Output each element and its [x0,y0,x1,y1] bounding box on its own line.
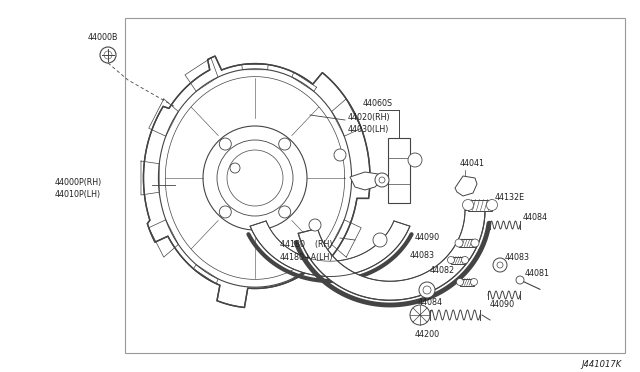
Circle shape [461,257,468,263]
Bar [451,257,465,263]
Text: 44180    (RH): 44180 (RH) [280,240,333,249]
Text: 44090: 44090 [415,232,440,241]
Bar [388,138,410,203]
Bar [460,279,474,285]
Circle shape [471,239,479,247]
Text: 44132E: 44132E [495,192,525,202]
Circle shape [410,305,430,325]
Circle shape [493,258,507,272]
Circle shape [408,153,422,167]
Circle shape [230,163,240,173]
Text: 44030(LH): 44030(LH) [348,125,389,134]
Circle shape [455,239,463,247]
Circle shape [227,150,283,206]
Bar [459,239,475,247]
Text: 44041: 44041 [460,159,485,168]
Polygon shape [143,56,370,307]
Polygon shape [455,176,477,196]
Text: 44010P(LH): 44010P(LH) [55,190,101,199]
Text: 44083: 44083 [410,250,435,260]
Text: 44020(RH): 44020(RH) [348,113,390,122]
Circle shape [278,206,291,218]
Circle shape [217,140,293,216]
Circle shape [220,138,231,150]
Text: 44200: 44200 [415,330,440,339]
Circle shape [309,219,321,231]
Text: 44082: 44082 [430,266,455,275]
Text: 44060S: 44060S [363,99,393,108]
Circle shape [516,276,524,284]
Bar [125,18,625,353]
Circle shape [456,279,463,285]
Circle shape [447,257,454,263]
Circle shape [375,173,389,187]
Text: 44083: 44083 [505,253,530,262]
Polygon shape [298,210,485,300]
Circle shape [220,206,231,218]
Text: 44090: 44090 [490,300,515,309]
Polygon shape [250,221,410,276]
Circle shape [470,279,477,285]
Circle shape [203,126,307,230]
Circle shape [334,149,346,161]
Bar [468,199,492,211]
Circle shape [486,199,497,211]
Polygon shape [350,172,382,190]
Circle shape [463,199,474,211]
Text: 44084: 44084 [418,298,443,307]
Text: 44180+A(LH): 44180+A(LH) [280,253,333,262]
Circle shape [278,138,291,150]
Text: 44081: 44081 [525,269,550,278]
Circle shape [100,47,116,63]
Text: J441017K: J441017K [582,360,622,369]
Text: 44084: 44084 [523,213,548,222]
Circle shape [373,233,387,247]
Text: 44000P(RH): 44000P(RH) [55,178,102,187]
Circle shape [419,282,435,298]
Text: 44000B: 44000B [88,33,118,42]
